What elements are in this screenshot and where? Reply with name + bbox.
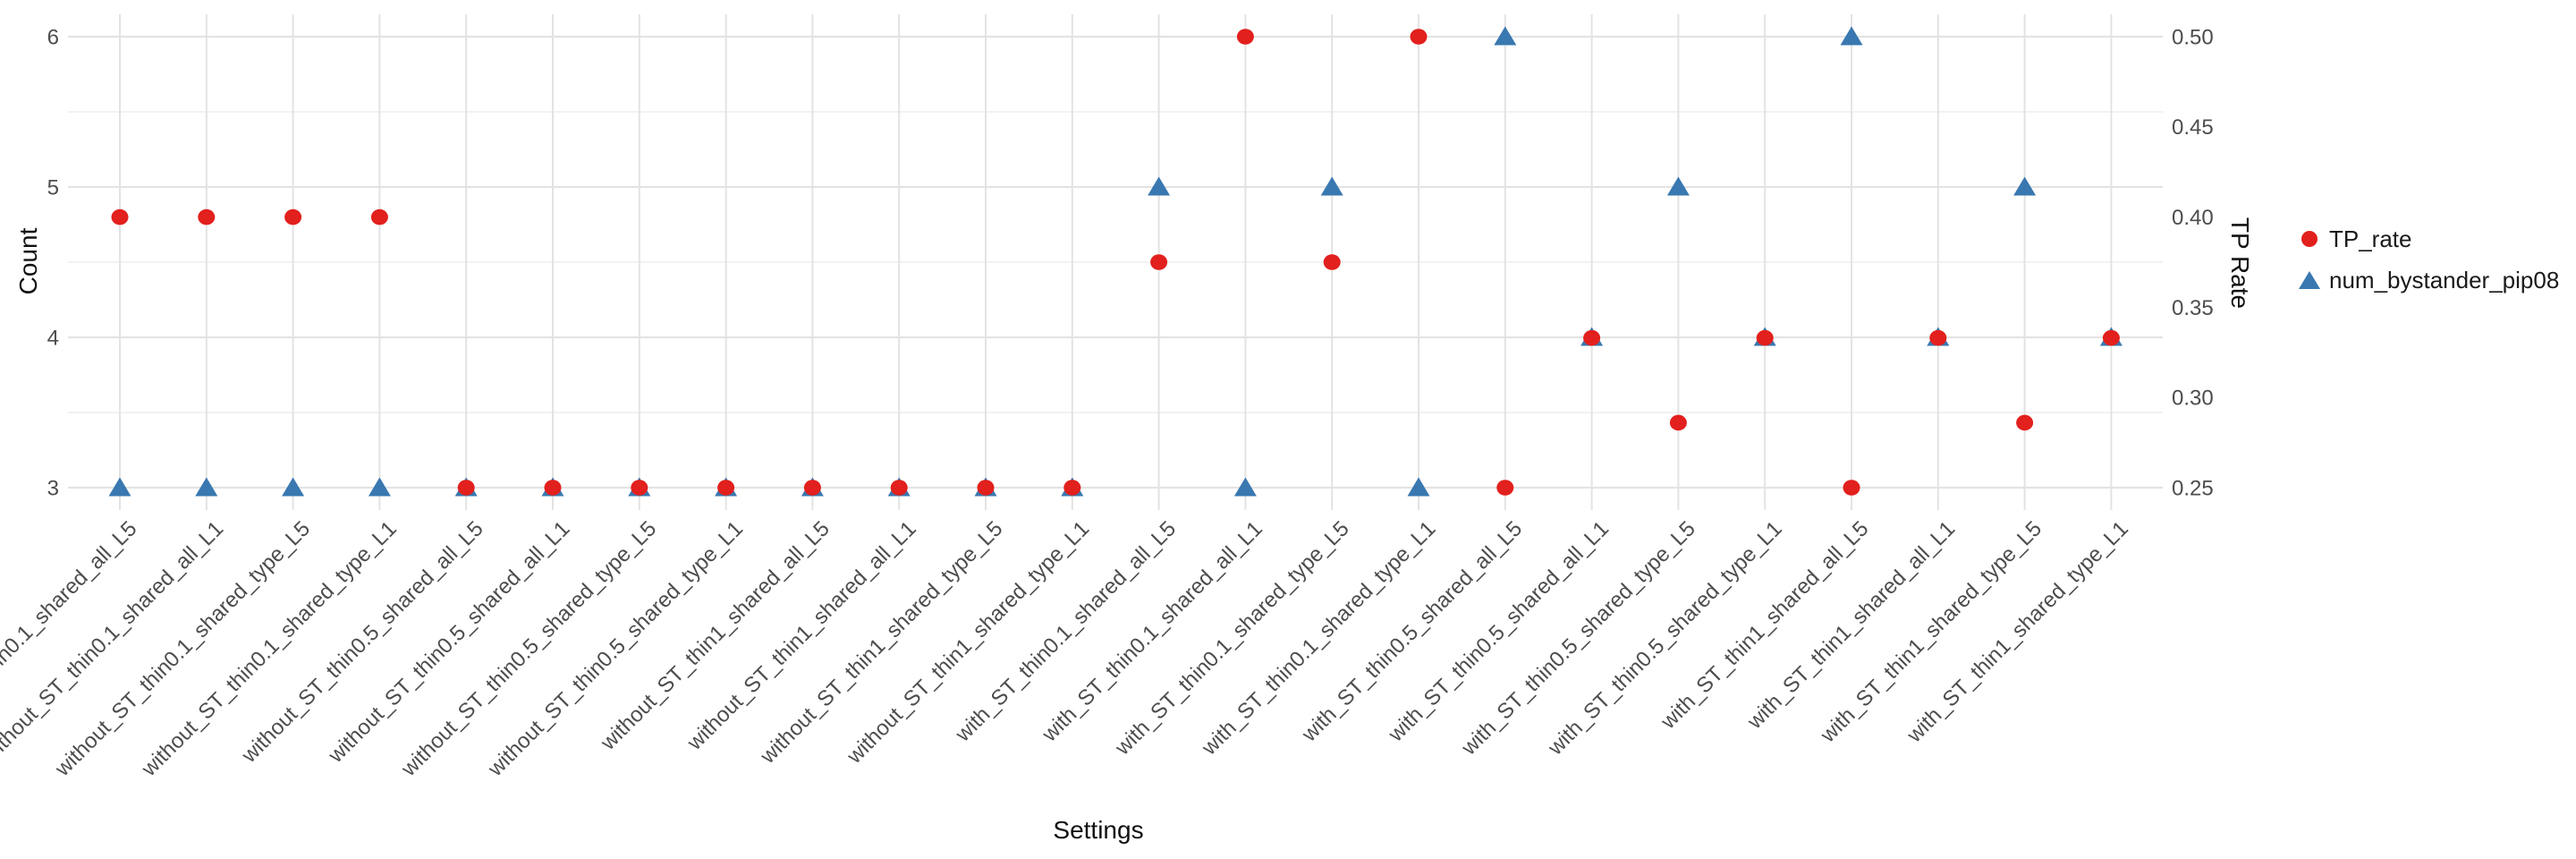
data-point-triangle: [1840, 26, 1863, 46]
data-point-circle: [1236, 29, 1254, 45]
data-point-triangle: [1494, 26, 1517, 46]
data-point-triangle: [1407, 477, 1430, 497]
y-axis-tick-right: 0.35: [2172, 296, 2214, 320]
data-point-triangle: [1233, 477, 1257, 497]
y-axis-tick-left: 3: [47, 476, 59, 500]
data-point-circle: [2016, 414, 2034, 431]
data-point-triangle: [1148, 176, 1171, 196]
data-point-circle: [1583, 329, 1601, 346]
x-axis-title: Settings: [1053, 816, 1144, 844]
data-point-circle: [1410, 29, 1428, 45]
circle-marker-icon: [2301, 231, 2318, 247]
data-point-circle: [1150, 254, 1168, 270]
legend-entry-tp-rate: TP_rate: [2290, 218, 2559, 259]
data-point-triangle: [1666, 176, 1690, 196]
data-point-circle: [1323, 254, 1341, 270]
data-point-circle: [544, 480, 562, 496]
data-point-triangle: [1320, 176, 1343, 196]
data-point-circle: [803, 480, 821, 496]
data-point-triangle: [108, 477, 131, 497]
data-point-circle: [1496, 480, 1514, 496]
legend-label: TP_rate: [2329, 225, 2412, 252]
data-point-circle: [370, 208, 388, 225]
y-axis-tick-right: 0.40: [2172, 206, 2214, 230]
data-point-triangle: [282, 477, 305, 497]
legend-entry-num-bystander: num_bystander_pip08: [2290, 259, 2559, 301]
data-point-triangle: [368, 477, 391, 497]
data-point-circle: [1929, 329, 1947, 346]
data-point-circle: [631, 480, 648, 496]
y-axis-tick-right: 0.50: [2172, 25, 2214, 49]
y-axis-title-left: Count: [14, 227, 42, 295]
legend-label: num_bystander_pip08: [2329, 266, 2560, 293]
y-axis-tick-left: 5: [47, 175, 59, 200]
y-axis-tick-right: 0.45: [2172, 115, 2214, 140]
y-axis-tick-left: 4: [47, 326, 59, 350]
legend-key: [2290, 271, 2329, 289]
data-point-circle: [111, 208, 129, 225]
triangle-marker-icon: [2299, 271, 2320, 289]
data-point-circle: [890, 480, 908, 496]
data-point-circle: [457, 480, 475, 496]
data-point-circle: [977, 480, 995, 496]
y-axis-tick-right: 0.25: [2172, 476, 2214, 500]
data-point-triangle: [2013, 176, 2037, 196]
data-point-circle: [198, 208, 216, 225]
data-point-circle: [1669, 414, 1687, 431]
legend-key: [2290, 231, 2329, 247]
y-axis-title-right: TP Rate: [2226, 217, 2254, 310]
data-point-circle: [2102, 329, 2120, 346]
data-point-circle: [1843, 480, 1860, 496]
y-axis-tick-right: 0.30: [2172, 387, 2214, 411]
data-point-circle: [284, 208, 302, 225]
data-point-circle: [1756, 329, 1774, 346]
data-point-circle: [717, 480, 735, 496]
data-point-circle: [1063, 480, 1081, 496]
legend: TP_rate num_bystander_pip08: [2290, 218, 2559, 301]
data-point-triangle: [195, 477, 218, 497]
y-axis-tick-left: 6: [47, 25, 59, 49]
